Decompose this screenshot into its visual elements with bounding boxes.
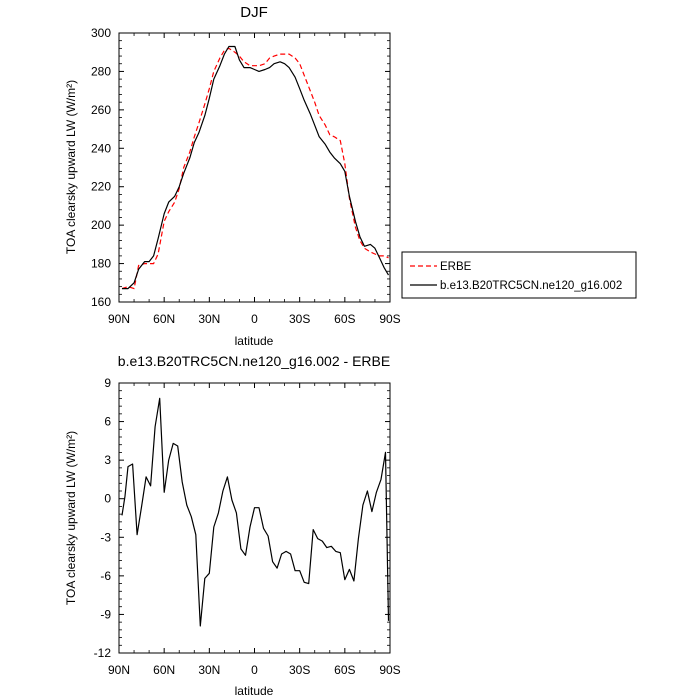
top-title: DJF [240, 4, 268, 21]
legend-box [401, 251, 637, 299]
top-ylabel: TOA clearsky upward LW (W/m²) [64, 80, 78, 254]
model-series-line [122, 45, 390, 290]
legend-label-model: b.e13.B20TRC5CN.ne120_g16.002 [440, 280, 622, 292]
bottom-x-ticks: 90N 60N 30N 0 30S 60S 90S [108, 383, 401, 677]
top-y-ticks: 160 180 200 220 240 260 280 300 [91, 26, 390, 309]
top-panel: DJF 160 180 200 220 240 260 280 300 90N 60N 30N 0 3… [64, 4, 401, 348]
y-tick-label: 3 [104, 453, 111, 467]
x-tick-label: 0 [251, 312, 258, 326]
y-tick-label: 180 [91, 257, 111, 271]
y-tick-label: -9 [100, 607, 111, 621]
y-tick-label: 220 [91, 180, 111, 194]
x-tick-label: 60N [153, 312, 175, 326]
bottom-xlabel: latitude [235, 684, 274, 698]
y-tick-label: -3 [100, 530, 111, 544]
x-tick-label: 30N [198, 312, 220, 326]
y-tick-label: 240 [91, 141, 111, 155]
x-tick-label: 60N [153, 663, 175, 677]
y-tick-label: 280 [91, 64, 111, 78]
y-tick-label: 0 [104, 492, 111, 506]
top-x-ticks: 90N 60N 30N 0 30S 60S 90S [108, 33, 401, 326]
y-tick-label: 300 [91, 26, 111, 40]
bottom-panel: b.e13.B20TRC5CN.ne120_g16.002 - ERBE -12… [64, 353, 401, 698]
difference-series-line [121, 397, 390, 627]
legend: ERBE b.e13.B20TRC5CN.ne120_g16.002 [401, 251, 637, 299]
y-tick-label: 6 [104, 415, 111, 429]
bottom-y-ticks: -12 -9 -6 -3 0 3 6 9 [94, 376, 390, 660]
top-series-group [121, 45, 390, 290]
x-tick-label: 90S [379, 663, 400, 677]
y-tick-label: 200 [91, 218, 111, 232]
bottom-series-group [121, 397, 390, 627]
x-tick-label: 0 [251, 663, 258, 677]
y-tick-label: -12 [94, 646, 112, 660]
y-tick-label: -6 [100, 569, 111, 583]
legend-label-erbe: ERBE [440, 261, 472, 273]
x-tick-label: 60S [334, 312, 355, 326]
bottom-ylabel: TOA clearsky upward LW (W/m²) [64, 431, 78, 605]
x-tick-label: 90N [108, 663, 130, 677]
bottom-plot-frame [118, 382, 391, 654]
x-tick-label: 30S [289, 663, 310, 677]
top-plot-frame [118, 32, 391, 303]
erbe-series-line [121, 47, 389, 290]
x-tick-label: 90N [108, 312, 130, 326]
y-tick-label: 9 [104, 376, 111, 390]
bottom-title: b.e13.B20TRC5CN.ne120_g16.002 - ERBE [118, 353, 390, 369]
x-tick-label: 90S [379, 312, 400, 326]
top-xlabel: latitude [235, 334, 274, 348]
x-tick-label: 60S [334, 663, 355, 677]
x-tick-label: 30N [198, 663, 220, 677]
y-tick-label: 160 [91, 295, 111, 309]
x-tick-label: 30S [289, 312, 310, 326]
y-tick-label: 260 [91, 103, 111, 117]
